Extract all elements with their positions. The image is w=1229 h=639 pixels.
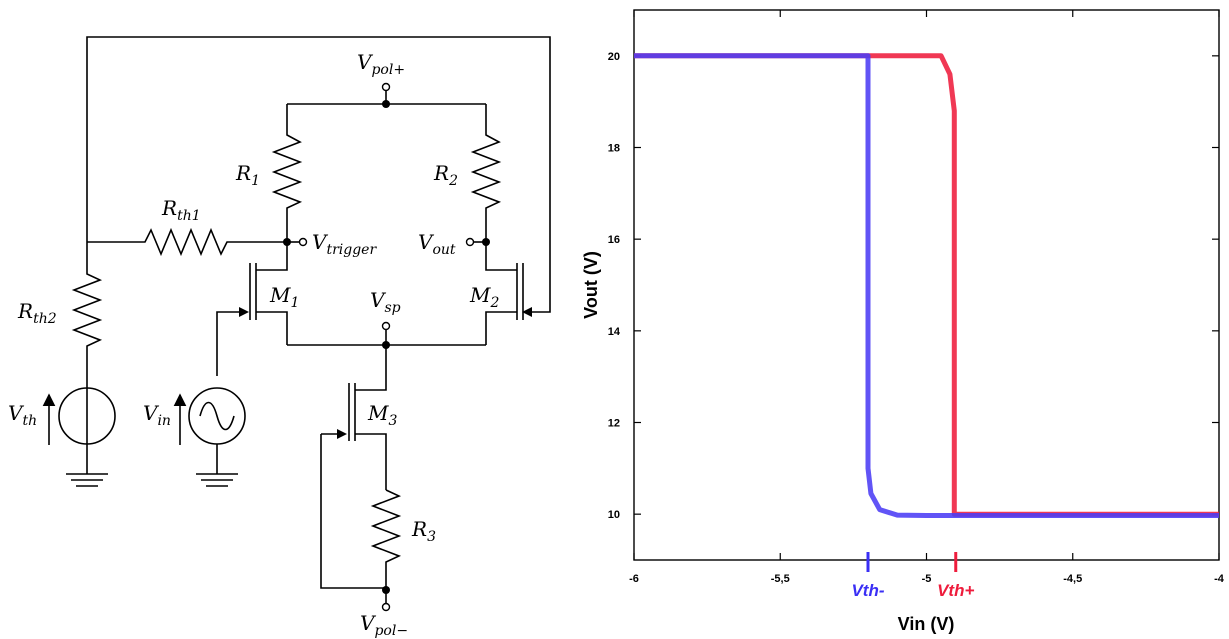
x-tick-label: -5,5 — [771, 573, 790, 585]
x-tick-label: -5 — [922, 573, 932, 585]
y-tick-label: 20 — [608, 51, 620, 63]
label-vpol-plus: Vpol+ — [357, 50, 405, 78]
rth1-resistor — [87, 227, 287, 257]
threshold-label-1: Vth+ — [937, 581, 974, 600]
threshold-label-0: Vth- — [851, 581, 884, 600]
x-tick-label: -4,5 — [1063, 573, 1082, 585]
r3-resistor — [370, 489, 402, 590]
x-ticks: -6 -5,5 -5 -4,5 -4 — [629, 10, 1225, 585]
circuit-schematic: Vpol+ R1 R2 Rth1 Vtrigger Vout M1 M2 Vsp… — [8, 36, 551, 639]
label-rth1: Rth1 — [161, 196, 201, 224]
label-m1: M1 — [269, 283, 299, 311]
y-tick-label: 12 — [608, 418, 620, 430]
y-tick-label: 10 — [608, 509, 620, 521]
label-rth2: Rth2 — [17, 299, 57, 327]
vpol-plus-terminal — [381, 82, 391, 92]
y-tick-label: 14 — [608, 326, 621, 338]
m1-transistor — [216, 242, 288, 376]
label-vout: Vout — [418, 230, 456, 258]
vtrigger-terminal — [298, 237, 308, 247]
label-vth: Vth — [8, 401, 37, 429]
y-tick-label: 16 — [608, 234, 620, 246]
label-r2: R2 — [433, 161, 458, 189]
vsp-terminal — [381, 321, 391, 331]
m3-transistor — [320, 345, 387, 589]
vpol-minus-terminal — [381, 602, 391, 612]
feedback-wire — [86, 36, 551, 313]
series-group — [634, 53, 1219, 518]
y-tick-label: 18 — [608, 143, 620, 155]
vin-ground-icon — [196, 473, 238, 487]
series-line-1 — [634, 53, 1219, 518]
sine-icon — [199, 401, 235, 431]
y-ticks: 10 12 14 16 18 20 — [608, 51, 1219, 521]
label-vin: Vin — [143, 401, 171, 429]
y-axis-label: Vout (V) — [581, 251, 601, 319]
r1-resistor — [271, 104, 303, 242]
transfer-characteristic-chart: 10 12 14 16 18 20 -6 -5,5 -5 -4,5 -4 Vth- Vth+ Vin… — [581, 9, 1225, 634]
label-vsp: Vsp — [370, 288, 401, 316]
m2-gate-arrow — [522, 307, 532, 317]
x-axis-label: Vin (V) — [898, 614, 955, 634]
r2-resistor — [470, 104, 502, 242]
plot-area-frame — [633, 9, 1220, 561]
x-tick-label: -4 — [1214, 573, 1225, 585]
label-m2: M2 — [469, 283, 499, 311]
m2-transistor — [485, 242, 524, 345]
threshold-markers: Vth- Vth+ — [851, 552, 974, 600]
label-vpol-minus: Vpol− — [360, 611, 408, 639]
label-vtrigger: Vtrigger — [312, 230, 377, 258]
label-r3: R3 — [411, 517, 436, 545]
x-tick-label: -6 — [629, 573, 639, 585]
label-m3: M3 — [367, 401, 397, 429]
vth-ground-icon — [66, 473, 108, 487]
label-r1: R1 — [235, 161, 260, 189]
rth2-resistor — [71, 242, 103, 388]
vout-terminal — [465, 237, 475, 247]
